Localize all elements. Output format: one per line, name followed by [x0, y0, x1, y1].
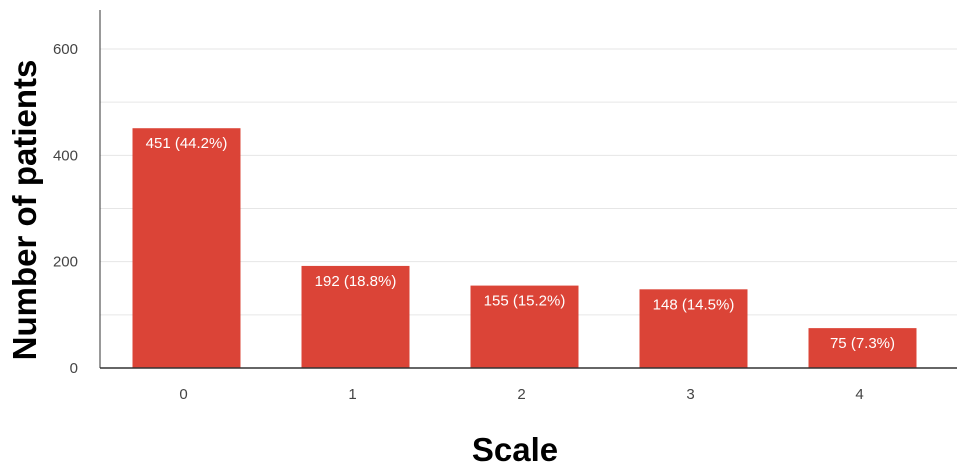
data-label-4: 75 (7.3%)	[830, 335, 895, 352]
bar-1	[301, 265, 410, 368]
data-label-2: 155 (15.2%)	[484, 293, 566, 310]
x-axis-title: Scale	[472, 431, 558, 468]
y-tick-label: 400	[53, 147, 78, 164]
axes	[99, 10, 957, 369]
x-tick-label: 4	[855, 386, 863, 403]
bar-3	[639, 289, 748, 368]
y-tick-labels: 0 200 400 600	[53, 41, 78, 377]
x-tick-label: 3	[686, 386, 694, 403]
bar-4	[808, 328, 917, 368]
x-tick-labels: 0 1 2 3 4	[179, 386, 863, 403]
bar-2	[470, 285, 579, 368]
y-tick-label: 0	[70, 360, 78, 377]
bars	[132, 128, 917, 368]
data-label-0: 451 (44.2%)	[146, 135, 228, 152]
data-labels: 451 (44.2%) 192 (18.8%) 155 (15.2%) 148 (14…	[146, 135, 895, 352]
x-tick-label: 2	[517, 386, 525, 403]
gridlines	[100, 48, 957, 316]
x-tick-label: 0	[179, 386, 187, 403]
x-tick-label: 1	[348, 386, 356, 403]
y-axis-title: Number of patients	[6, 60, 43, 361]
y-tick-label: 200	[53, 254, 78, 271]
y-tick-label: 600	[53, 41, 78, 58]
data-label-1: 192 (18.8%)	[315, 273, 397, 290]
bar-0	[132, 128, 241, 368]
data-label-3: 148 (14.5%)	[653, 296, 735, 313]
